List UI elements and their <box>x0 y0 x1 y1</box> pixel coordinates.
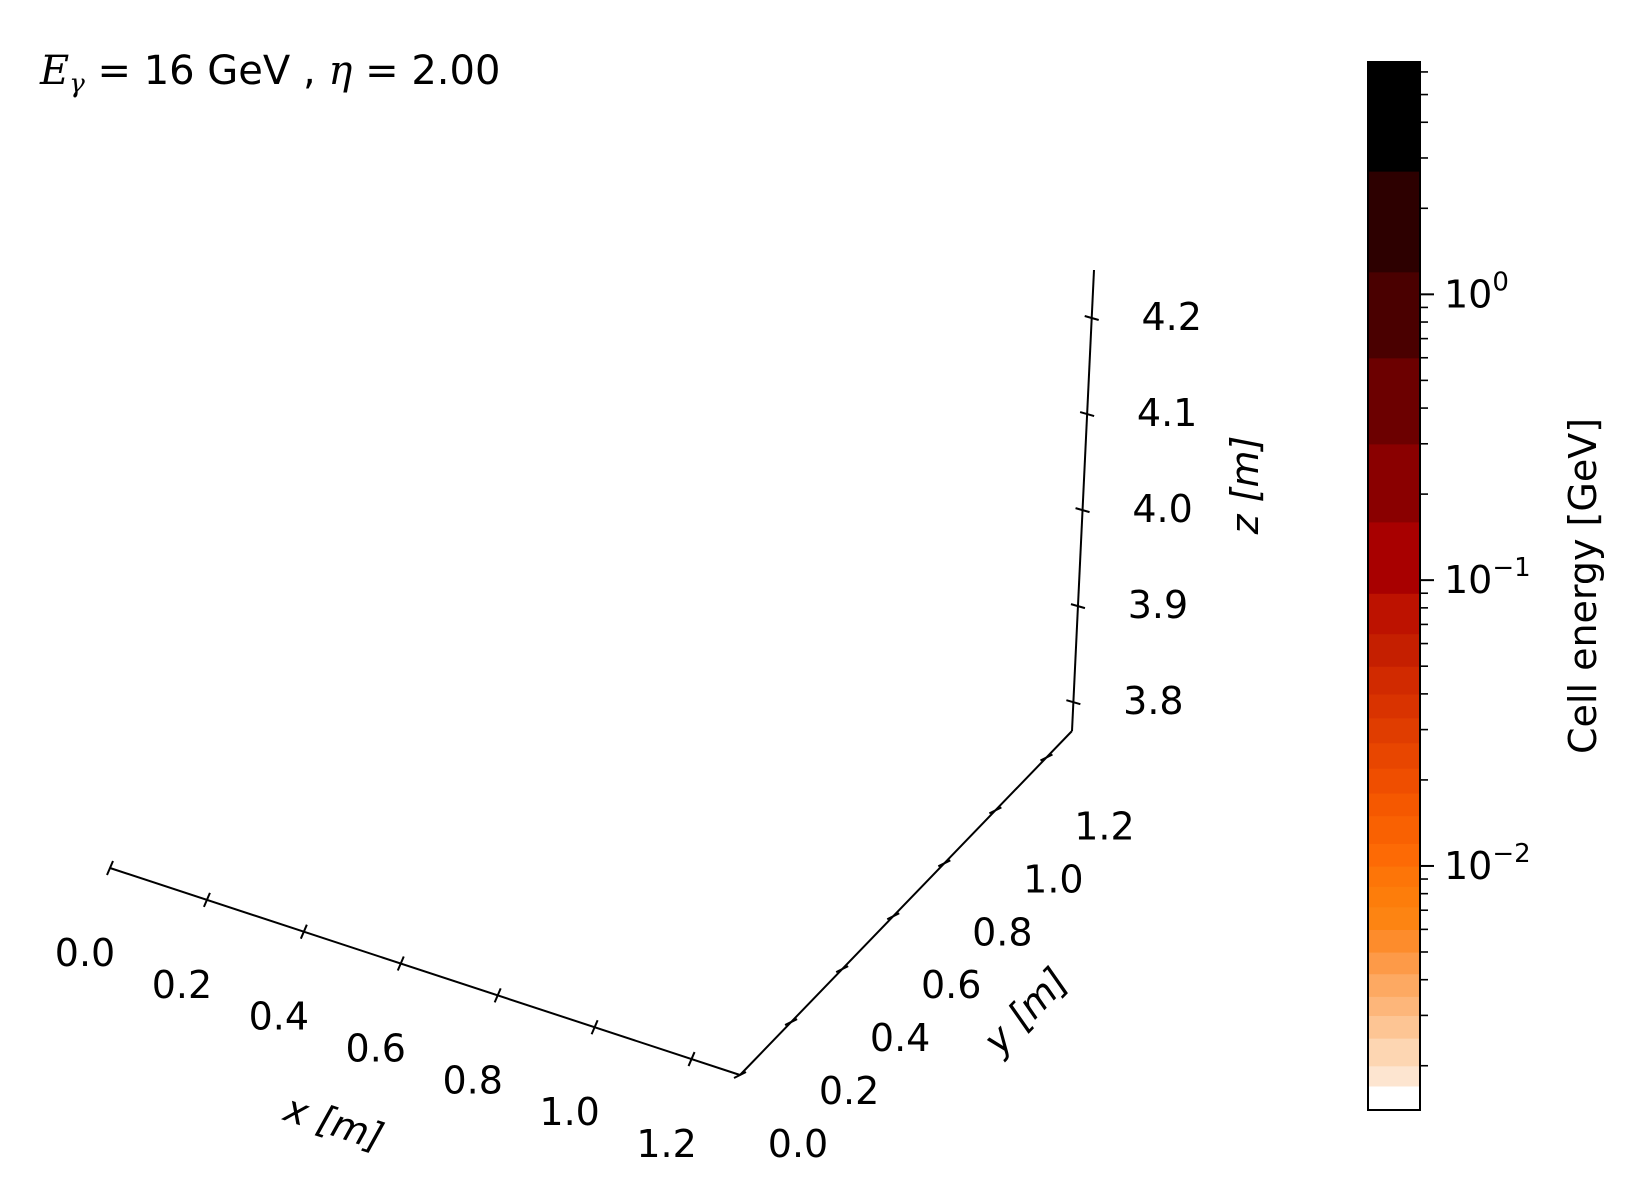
z-axis-label: z [m] <box>1223 436 1267 536</box>
colorbar-tick-label: 100 <box>1444 267 1509 316</box>
z-axis-tick <box>1066 699 1081 706</box>
colorbar-band <box>1368 357 1420 445</box>
x-axis-label: x [m] <box>278 1086 389 1159</box>
title-eta-value: = 2.00 <box>352 48 500 94</box>
colorbar-band <box>1368 1065 1420 1087</box>
x-axis-tick-label: 1.0 <box>539 1090 599 1134</box>
z-axis-tick-label: 4.2 <box>1141 295 1201 339</box>
colorbar-band <box>1368 666 1420 695</box>
colorbar: 10−2 10−1 100 Cell energy [GeV] <box>1367 61 1605 1111</box>
x-axis-tick-label: 0.2 <box>152 963 212 1007</box>
x-axis-tick <box>396 956 405 971</box>
y-axis-tick <box>988 806 1002 815</box>
colorbar-tick-label: 10−1 <box>1444 553 1531 602</box>
x-axis-tick <box>299 924 308 940</box>
y-axis-tick <box>886 912 900 921</box>
y-axis: 0.0 0.2 0.4 0.6 0.8 1.0 1.2 y [m] <box>733 730 1135 1166</box>
colorbar-band <box>1368 271 1420 359</box>
x-axis-tick-label: 0.4 <box>249 995 309 1039</box>
x-axis-tick-label: 0.6 <box>346 1027 406 1071</box>
x-axis-tick <box>106 860 114 876</box>
colorbar-band <box>1368 951 1420 975</box>
colorbar-band <box>1368 593 1420 635</box>
z-axis-tick <box>1084 315 1099 321</box>
x-axis: 0.0 0.2 0.4 0.6 0.8 1.0 1.2 x [m] <box>55 860 741 1166</box>
y-axis-tick-label: 1.2 <box>1074 804 1134 848</box>
colorbar-bands <box>1368 62 1420 1111</box>
colorbar-band <box>1368 717 1420 744</box>
x-axis-line <box>109 867 741 1076</box>
colorbar-band <box>1368 1038 1420 1067</box>
title-energy-value: = 16 GeV , <box>85 48 329 94</box>
y-axis-tick <box>733 1071 747 1079</box>
y-axis-tick <box>784 1018 798 1026</box>
title-energy-subscript: γ <box>69 69 85 99</box>
colorbar-band <box>1368 996 1420 1016</box>
y-axis-tick <box>937 859 951 868</box>
z-axis-tick <box>1079 411 1095 418</box>
colorbar-band <box>1368 1015 1420 1039</box>
colorbar-band <box>1368 768 1420 794</box>
x-axis-tick-label: 0.8 <box>442 1058 502 1102</box>
z-axis-line <box>1071 269 1095 732</box>
x-axis-tick <box>203 892 211 908</box>
colorbar-band <box>1368 633 1420 667</box>
colorbar-band <box>1368 443 1420 523</box>
z-axis-tick-label: 4.0 <box>1132 487 1192 531</box>
y-axis-tick <box>1040 753 1053 762</box>
y-axis-tick-label: 0.0 <box>768 1122 828 1166</box>
y-axis-tick-label: 0.6 <box>921 963 981 1007</box>
colorbar-band <box>1368 815 1420 844</box>
colorbar-major-ticks: 10−2 10−1 100 <box>1420 267 1531 888</box>
colorbar-band <box>1368 1085 1420 1111</box>
z-axis-tick <box>1070 603 1086 610</box>
chart-title: Eγ = 16 GeV , η = 2.00 <box>39 48 500 99</box>
x-axis-tick <box>590 1019 599 1035</box>
colorbar-band <box>1368 843 1420 867</box>
colorbar-frame <box>1367 61 1421 1111</box>
y-axis-tick-label: 0.2 <box>819 1069 879 1113</box>
y-axis-label: y [m] <box>974 959 1077 1063</box>
z-axis-tick-label: 3.9 <box>1128 583 1188 627</box>
x-axis-tick <box>493 987 502 1003</box>
colorbar-band <box>1368 62 1420 172</box>
y-axis-tick-label: 1.0 <box>1023 857 1083 901</box>
x-axis-tick <box>687 1051 696 1067</box>
y-axis-tick <box>835 965 849 974</box>
colorbar-band <box>1368 906 1420 930</box>
z-axis-tick-label: 4.1 <box>1137 391 1197 435</box>
colorbar-minor-ticks <box>1420 71 1428 1067</box>
z-axis: 3.8 3.9 4.0 4.1 4.2 z [m] <box>1066 269 1267 732</box>
colorbar-band <box>1368 886 1420 908</box>
title-energy-symbol: E <box>39 48 69 94</box>
x-axis-tick-label: 1.2 <box>636 1122 696 1166</box>
z-axis-tick-label: 3.8 <box>1123 679 1183 723</box>
y-axis-ticks: 0.0 0.2 0.4 0.6 0.8 1.0 1.2 <box>733 753 1135 1166</box>
y-axis-line <box>739 730 1073 1076</box>
colorbar-band <box>1368 521 1420 594</box>
colorbar-label: Cell energy [GeV] <box>1561 418 1605 754</box>
x-axis-tick-label: 0.0 <box>55 931 115 975</box>
z-axis-tick <box>1075 507 1090 514</box>
colorbar-band <box>1368 929 1420 953</box>
z-axis-ticks: 3.8 3.9 4.0 4.1 4.2 <box>1066 295 1202 723</box>
colorbar-band <box>1368 742 1420 769</box>
colorbar-tick-label: 10−2 <box>1444 839 1531 888</box>
colorbar-band <box>1368 693 1420 719</box>
y-axis-tick-label: 0.8 <box>972 910 1032 954</box>
title-eta-symbol: η <box>328 48 352 94</box>
colorbar-band <box>1368 865 1420 887</box>
y-axis-tick-label: 0.4 <box>870 1016 930 1060</box>
colorbar-band <box>1368 973 1420 997</box>
colorbar-band <box>1368 792 1420 817</box>
colorbar-band <box>1368 171 1420 273</box>
x-axis-ticks: 0.0 0.2 0.4 0.6 0.8 1.0 1.2 <box>55 860 697 1166</box>
